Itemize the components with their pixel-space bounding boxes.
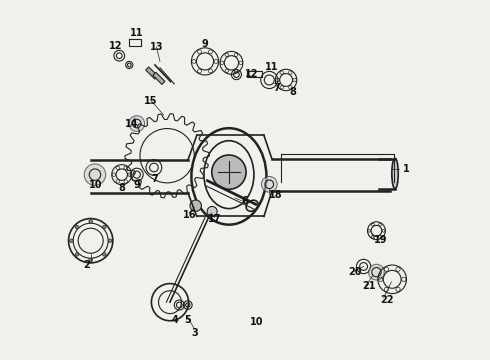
Text: 10: 10	[89, 180, 102, 190]
Circle shape	[207, 206, 217, 216]
Circle shape	[89, 258, 93, 262]
Text: 8: 8	[290, 87, 296, 97]
Text: 13: 13	[149, 42, 163, 52]
Circle shape	[75, 225, 79, 229]
Text: 1: 1	[403, 163, 410, 174]
Circle shape	[70, 239, 73, 243]
Circle shape	[129, 116, 145, 131]
Text: 12: 12	[245, 68, 259, 78]
Text: 9: 9	[201, 39, 208, 49]
Circle shape	[102, 225, 106, 229]
Circle shape	[89, 220, 93, 223]
Text: 15: 15	[144, 96, 157, 107]
Text: 12: 12	[109, 41, 122, 51]
Text: 18: 18	[270, 190, 283, 200]
Text: 3: 3	[191, 328, 197, 338]
Text: 4: 4	[172, 315, 178, 325]
Text: 22: 22	[381, 295, 394, 305]
Bar	[153, 72, 165, 85]
Text: 16: 16	[182, 210, 196, 220]
Text: 19: 19	[374, 235, 388, 245]
Text: 20: 20	[348, 267, 362, 277]
Text: 8: 8	[118, 183, 125, 193]
Circle shape	[262, 176, 277, 192]
Circle shape	[368, 264, 384, 280]
Text: 10: 10	[250, 317, 264, 327]
Circle shape	[108, 239, 112, 243]
Circle shape	[190, 200, 201, 211]
Text: 6: 6	[242, 196, 248, 206]
Text: 17: 17	[208, 213, 221, 224]
Text: 7: 7	[273, 83, 280, 93]
Bar	[146, 67, 158, 79]
Text: 7: 7	[151, 174, 158, 184]
Circle shape	[84, 164, 106, 185]
Text: 2: 2	[83, 260, 90, 270]
Circle shape	[75, 253, 79, 256]
Circle shape	[102, 253, 106, 256]
Ellipse shape	[392, 158, 398, 189]
Text: 9: 9	[133, 180, 140, 190]
Text: 21: 21	[362, 282, 376, 292]
Text: 5: 5	[184, 315, 191, 325]
Text: 14: 14	[124, 118, 138, 129]
Circle shape	[212, 155, 246, 189]
Text: 11: 11	[130, 28, 143, 38]
Text: 11: 11	[265, 63, 278, 72]
